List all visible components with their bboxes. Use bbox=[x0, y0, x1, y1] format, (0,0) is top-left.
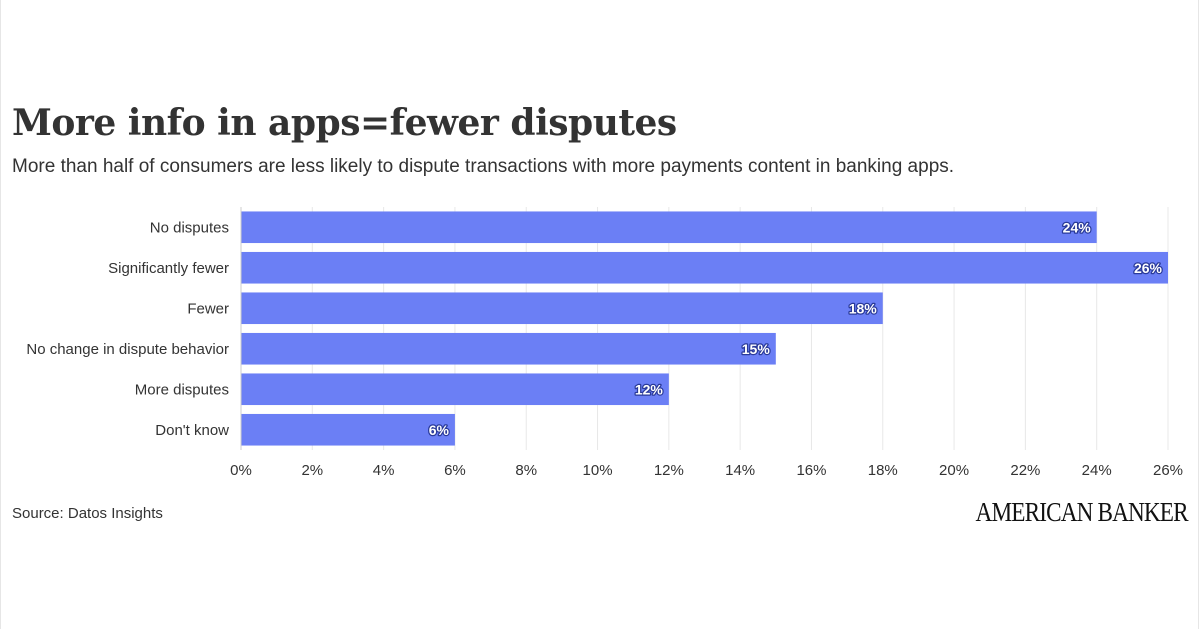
x-tick-label: 0% bbox=[230, 462, 252, 479]
x-tick-label: 24% bbox=[1082, 462, 1112, 479]
chart-title: More info in apps=fewer disputes bbox=[12, 102, 677, 144]
data-label: 15% bbox=[742, 341, 771, 357]
data-label: 18% bbox=[849, 300, 878, 316]
category-label: Significantly fewer bbox=[108, 260, 229, 277]
x-tick-label: 2% bbox=[301, 462, 323, 479]
x-tick-label: 8% bbox=[515, 462, 537, 479]
x-tick-label: 6% bbox=[444, 462, 466, 479]
bar bbox=[241, 373, 669, 406]
data-label: 12% bbox=[635, 381, 664, 397]
x-tick-label: 22% bbox=[1010, 462, 1040, 479]
x-tick-label: 12% bbox=[654, 462, 684, 479]
bar bbox=[241, 332, 776, 365]
data-label: 26% bbox=[1134, 260, 1163, 276]
x-tick-label: 16% bbox=[796, 462, 826, 479]
category-label: Don't know bbox=[155, 422, 229, 439]
x-tick-label: 10% bbox=[583, 462, 613, 479]
category-label: Fewer bbox=[187, 300, 229, 317]
x-tick-label: 18% bbox=[868, 462, 898, 479]
x-tick-label: 14% bbox=[725, 462, 755, 479]
bar-chart: 0% 2% 4% 6% 8% 10% 12% 14% 16% 18% 20% 22% 24% 26% No … bbox=[26, 207, 1183, 479]
category-label: No change in dispute behavior bbox=[26, 341, 229, 358]
category-label: More disputes bbox=[135, 381, 229, 398]
data-label: 24% bbox=[1063, 219, 1092, 235]
american-banker-logo: AMERICAN BANKER bbox=[975, 497, 1189, 527]
source-note: Source: Datos Insights bbox=[12, 505, 163, 522]
bar bbox=[241, 211, 1097, 244]
category-label: No disputes bbox=[150, 219, 229, 236]
x-tick-label: 4% bbox=[373, 462, 395, 479]
bar bbox=[241, 292, 883, 325]
data-label: 6% bbox=[429, 422, 450, 438]
chart-subtitle: More than half of consumers are less lik… bbox=[12, 156, 955, 177]
x-tick-label: 20% bbox=[939, 462, 969, 479]
bar bbox=[241, 251, 1168, 284]
bar bbox=[241, 413, 455, 446]
x-tick-label: 26% bbox=[1153, 462, 1183, 479]
